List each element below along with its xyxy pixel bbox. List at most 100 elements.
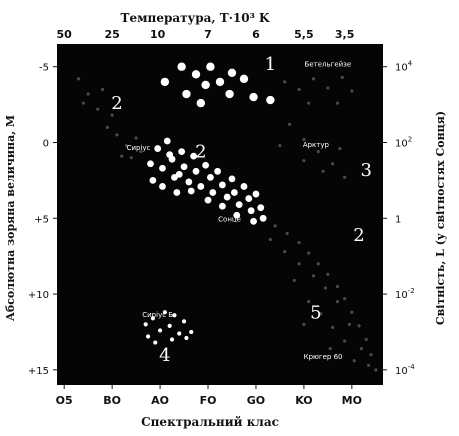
star-point-group-1: [182, 89, 191, 99]
star-point-group-1: [201, 80, 210, 90]
star-point-group-2: [166, 151, 174, 159]
spectral-class-axis: O5 BO AO FO GO KO MO: [56, 385, 362, 407]
star-point-group-2: [259, 214, 267, 222]
star-point-group-2: [154, 145, 162, 152]
faint-star-point: [134, 136, 138, 140]
faint-star-point: [307, 300, 311, 304]
group-number-label: 1: [265, 54, 276, 75]
faint-star-point: [283, 80, 287, 84]
star-point-group-2: [175, 170, 183, 178]
magnitude-axis: -5 0 +5 +10 +15: [28, 63, 57, 377]
star-point-group-1: [160, 77, 170, 87]
faint-star-point: [120, 154, 124, 158]
faint-star-point: [335, 300, 340, 304]
spectral-class-label: BO: [103, 394, 121, 407]
faint-star-point: [326, 86, 330, 90]
faint-star-point: [321, 169, 325, 173]
luminosity-tick-label: 10-2: [395, 287, 415, 301]
group-number-label: 2: [111, 93, 122, 114]
star-point-group-2: [250, 217, 257, 225]
temperature-axis: 50 25 10 7 6 5,5 3,5: [57, 28, 355, 41]
star-name-label: Арктур: [303, 141, 330, 149]
faint-star-point: [326, 272, 330, 276]
spectral-class-label: GO: [247, 394, 265, 407]
star-point-group-4: [181, 319, 187, 324]
star-point-group-2: [163, 137, 171, 145]
star-point-group-2: [178, 148, 186, 156]
star-point-group-4: [162, 310, 167, 315]
star-point-group-4: [167, 323, 172, 328]
faint-star-point: [297, 240, 301, 245]
faint-star-point: [268, 237, 272, 242]
faint-star-point: [335, 284, 340, 289]
group-number-label: 2: [353, 225, 364, 246]
named-stars: Бетельгейзе Сиріус Арктур Сонце Сиріус Б Крюг…: [127, 61, 352, 362]
faint-star-point: [297, 262, 301, 266]
faint-star-point: [292, 278, 296, 283]
star-name-label: Сонце: [218, 215, 241, 223]
faint-star-point: [357, 324, 361, 328]
temperature-tick-label: 7: [204, 28, 212, 41]
luminosity-tick-label: 104: [395, 60, 413, 74]
star-name-label: Крюгер 60: [304, 353, 343, 361]
faint-star-point: [105, 125, 109, 129]
star-point-group-2: [185, 178, 193, 186]
magnitude-tick-label: +5: [34, 214, 49, 225]
magnitude-tick-label: +15: [28, 366, 49, 377]
star-name-label: Бетельгейзе: [305, 61, 352, 69]
star-point-group-1: [196, 98, 206, 108]
star-point-group-2: [252, 190, 260, 198]
star-point-group-1: [191, 70, 201, 79]
temperature-tick-label: 50: [57, 28, 73, 41]
faint-star-point: [343, 339, 347, 343]
spectral-class-label: KO: [295, 394, 312, 407]
star-point-group-2: [228, 175, 236, 183]
faint-star-point: [307, 251, 311, 255]
star-point-group-2: [149, 177, 157, 184]
temperature-axis-title: Температура, T·10³ K: [121, 11, 270, 25]
magnitude-tick-label: 0: [43, 139, 49, 150]
spectral-class-label: AO: [151, 394, 169, 407]
group-number-label: 2: [195, 142, 206, 163]
faint-star-field: [76, 75, 378, 372]
star-point-group-4: [157, 328, 163, 333]
star-point-group-2: [147, 160, 154, 168]
faint-star-point: [316, 262, 320, 266]
faint-star-point: [319, 312, 323, 316]
star-point-group-2: [187, 187, 195, 195]
faint-star-point: [283, 250, 287, 254]
star-point-group-2: [235, 201, 243, 209]
star-point-group-2: [218, 181, 226, 189]
star-name-label: Сиріус Б: [142, 311, 173, 319]
faint-star-point: [273, 224, 277, 228]
star-point-group-2: [223, 193, 231, 201]
group-number-label: 5: [310, 302, 321, 323]
faint-star-point: [307, 101, 311, 105]
star-point-group-2: [197, 183, 205, 190]
star-point-group-1: [239, 74, 249, 84]
faint-star-point: [331, 325, 335, 330]
faint-star-point: [340, 75, 344, 79]
magnitude-tick-label: -5: [39, 63, 49, 74]
group-number-label: 4: [159, 345, 170, 366]
star-point-group-2: [218, 202, 226, 210]
star-point-group-2: [159, 183, 166, 190]
faint-star-point: [129, 156, 133, 160]
star-point-group-4: [184, 335, 189, 341]
star-point-group-2: [240, 183, 248, 190]
faint-star-point: [316, 150, 320, 154]
star-point-group-4: [177, 331, 182, 336]
star-point-group-1: [215, 77, 225, 87]
star-point-group-2: [233, 211, 241, 219]
luminosity-axis: 104 102 1 10-2 10-4: [383, 60, 415, 377]
luminosity-tick-label: 1: [395, 214, 401, 225]
faint-star-point: [311, 274, 316, 278]
star-point-group-4: [153, 340, 158, 345]
faint-star-point: [297, 87, 301, 92]
star-point-group-1: [206, 62, 215, 71]
star-point-group-4: [189, 329, 194, 335]
star-groups: [143, 62, 275, 345]
star-point-group-4: [145, 334, 151, 339]
faint-star-point: [343, 297, 347, 301]
